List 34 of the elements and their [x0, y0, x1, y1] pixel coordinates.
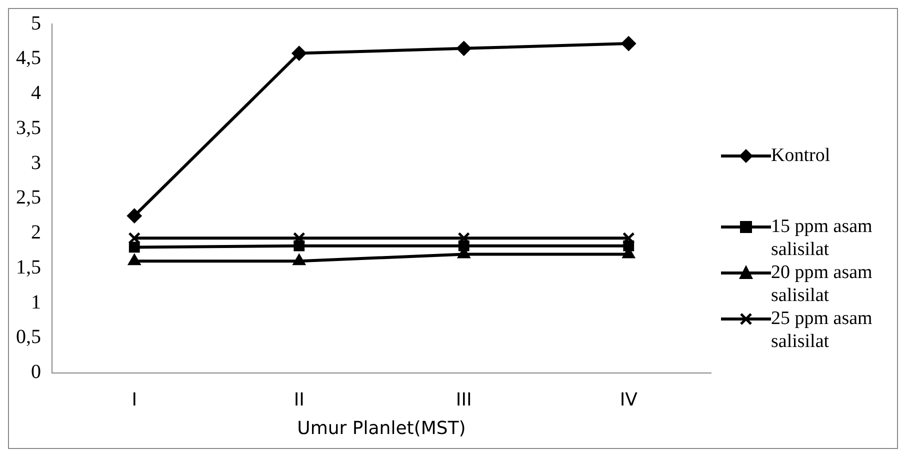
x-axis-title: Umur Planlet(MST)	[297, 418, 466, 439]
legend-label: Kontrol	[771, 144, 832, 167]
point	[128, 242, 140, 253]
point	[621, 36, 636, 52]
y-tick-label: 1,5	[16, 256, 41, 278]
legend-label: 25 ppm asam salisilat	[771, 307, 874, 353]
x-tick-label: I	[132, 389, 138, 410]
x-tick-label: IV	[620, 389, 638, 410]
point	[292, 46, 307, 61]
y-tick-label: 1	[31, 291, 41, 314]
y-tick-label: 2,5	[16, 186, 41, 209]
y-tick-label: 4,5	[16, 47, 41, 70]
point	[292, 232, 306, 244]
legend-label: 15 ppm asam salisilat	[771, 215, 874, 261]
x-tick-label: III	[456, 389, 472, 410]
y-tick-label: 0,5	[16, 326, 41, 348]
y-tick-label: 2	[31, 222, 41, 244]
point	[292, 254, 306, 266]
point	[458, 232, 470, 244]
point	[456, 40, 472, 56]
y-tick-label: 3,5	[16, 116, 41, 139]
point	[294, 240, 305, 252]
point	[458, 240, 470, 252]
point	[623, 240, 634, 252]
point	[126, 208, 142, 224]
y-tick-label: 4	[31, 82, 41, 104]
point	[128, 254, 141, 266]
y-tick-label: 0	[31, 361, 41, 384]
y-tick-label: 3	[31, 152, 41, 174]
point	[622, 232, 635, 244]
point	[128, 232, 141, 244]
legend-label: 20 ppm asam salisilat	[771, 261, 874, 307]
y-tick-label: 5	[31, 12, 41, 34]
x-tick-label: II	[294, 389, 304, 410]
